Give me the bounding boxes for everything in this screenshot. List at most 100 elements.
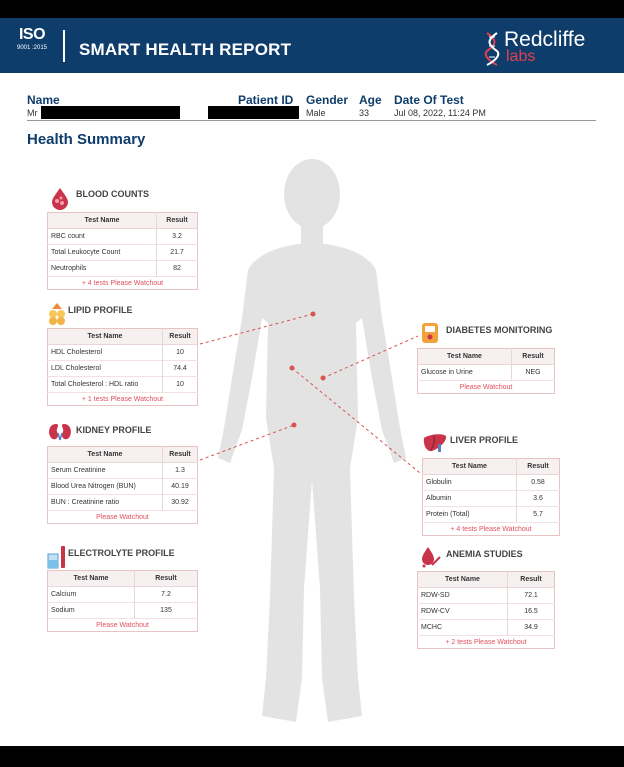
watchout-note: + 4 tests Please Watchout — [422, 522, 560, 536]
test-result: 7.2 — [134, 586, 198, 603]
table-row: Total Cholesterol : HDL ratio 10 — [47, 376, 198, 393]
col-result: Result — [511, 348, 555, 365]
table-row: LDL Cholesterol 74.4 — [47, 360, 198, 377]
liver-profile-title: LIVER PROFILE — [450, 435, 519, 445]
test-result: 10 — [162, 376, 198, 393]
anemia-studies-table: Test Name Result RDW-SD 72.1 RDW-CV 16.5 MC… — [417, 571, 555, 649]
brand-sub: labs — [506, 48, 536, 65]
redacted-patient-id — [208, 106, 299, 119]
gender-label: Gender — [306, 93, 349, 107]
test-result: 0.58 — [516, 474, 560, 491]
iso-logo-sub: 9001 :2015 — [16, 45, 48, 51]
test-result: 82 — [156, 260, 198, 277]
table-row: Neutrophils 82 — [47, 260, 198, 277]
header-divider — [63, 30, 65, 62]
blood-drop-icon — [52, 188, 68, 210]
test-result: NEG — [511, 364, 555, 381]
test-name: HDL Cholesterol — [47, 344, 163, 361]
test-name: Sodium — [47, 602, 135, 619]
liver-profile-table: Test Name Result Globulin 0.58 Albumin 3.6 … — [422, 458, 560, 536]
watchout-note: Please Watchout — [47, 510, 198, 524]
test-result: 3.2 — [156, 228, 198, 245]
watchout-note: + 1 tests Please Watchout — [47, 392, 198, 406]
test-result: 16.5 — [507, 603, 555, 620]
table-row: Protein (Total) 5.7 — [422, 506, 560, 523]
iso-logo: ISO 9001 :2015 — [14, 26, 50, 64]
kidney-icon — [49, 424, 71, 441]
kidney-profile-title: KIDNEY PROFILE — [76, 425, 152, 435]
lipid-icon — [49, 303, 65, 325]
col-test-name: Test Name — [47, 212, 157, 229]
test-name: Neutrophils — [47, 260, 157, 277]
test-name: LDL Cholesterol — [47, 360, 163, 377]
health-summary-title: Health Summary — [27, 131, 146, 148]
test-name: BUN : Creatinine ratio — [47, 494, 163, 511]
test-result: 10 — [162, 344, 198, 361]
brand-logo: Redcliffe labs — [484, 28, 604, 68]
test-result: 40.19 — [162, 478, 198, 495]
test-result: 1.3 — [162, 462, 198, 479]
table-row: Glucose in Urine NEG — [417, 364, 555, 381]
blood-counts-title: BLOOD COUNTS — [76, 189, 149, 199]
electrolyte-profile-table: Test Name Result Calcium 7.2 Sodium 135 Ple… — [47, 570, 198, 632]
table-row: Total Leukocyte Count 21.7 — [47, 244, 198, 261]
col-result: Result — [162, 446, 198, 463]
test-name: RBC count — [47, 228, 157, 245]
test-name: Total Leukocyte Count — [47, 244, 157, 261]
table-row: HDL Cholesterol 10 — [47, 344, 198, 361]
table-row: Sodium 135 — [47, 602, 198, 619]
name-label: Name — [27, 93, 60, 107]
table-row: RBC count 3.2 — [47, 228, 198, 245]
col-test-name: Test Name — [417, 571, 508, 588]
dna-icon — [484, 32, 500, 66]
age-value: 33 — [359, 108, 370, 118]
test-name: Calcium — [47, 586, 135, 603]
report-header: ISO 9001 :2015 SMART HEALTH REPORT Redcl… — [0, 18, 624, 73]
watchout-note: Please Watchout — [417, 380, 555, 394]
diabetes-monitoring-table: Test Name Result Glucose in Urine NEG Plea… — [417, 348, 555, 394]
electrolyte-profile-title: ELECTROLYTE PROFILE — [68, 548, 175, 558]
col-test-name: Test Name — [47, 328, 163, 345]
lipid-profile-table: Test Name Result HDL Cholesterol 10 LDL Ch… — [47, 328, 198, 406]
test-name: Globulin — [422, 474, 517, 491]
test-result: 135 — [134, 602, 198, 619]
test-name: MCHC — [417, 619, 508, 636]
col-result: Result — [134, 570, 198, 587]
test-name: Total Cholesterol : HDL ratio — [47, 376, 163, 393]
test-name: Glucose in Urine — [417, 364, 512, 381]
glucometer-icon — [422, 323, 438, 343]
col-result: Result — [162, 328, 198, 345]
date-value: Jul 08, 2022, 11:24 PM — [394, 108, 486, 118]
test-result: 21.7 — [156, 244, 198, 261]
redacted-name — [41, 106, 180, 119]
anemia-studies-title: ANEMIA STUDIES — [446, 549, 523, 559]
col-test-name: Test Name — [47, 570, 135, 587]
report-title: SMART HEALTH REPORT — [79, 40, 292, 59]
table-row: Globulin 0.58 — [422, 474, 560, 491]
test-name: RDW-SD — [417, 587, 508, 604]
kidney-profile-table: Test Name Result Serum Creatinine 1.3 Bloo… — [47, 446, 198, 524]
col-test-name: Test Name — [47, 446, 163, 463]
liver-icon — [423, 434, 447, 452]
table-row: BUN : Creatinine ratio 30.92 — [47, 494, 198, 511]
test-result: 3.6 — [516, 490, 560, 507]
patient-id-label: Patient ID — [238, 93, 294, 107]
table-row: Albumin 3.6 — [422, 490, 560, 507]
test-name: Protein (Total) — [422, 506, 517, 523]
name-value: Mr — [27, 108, 38, 118]
info-divider — [27, 120, 596, 121]
date-label: Date Of Test — [394, 93, 464, 107]
age-label: Age — [359, 93, 382, 107]
test-name: Albumin — [422, 490, 517, 507]
col-result: Result — [507, 571, 555, 588]
col-result: Result — [156, 212, 198, 229]
brand-name: Redcliffe — [504, 28, 586, 51]
test-name: RDW-CV — [417, 603, 508, 620]
test-result: 74.4 — [162, 360, 198, 377]
table-row: RDW-SD 72.1 — [417, 587, 555, 604]
electrolyte-icon — [47, 546, 65, 569]
watchout-note: Please Watchout — [47, 618, 198, 632]
test-result: 72.1 — [507, 587, 555, 604]
watchout-note: + 4 tests Please Watchout — [47, 276, 198, 290]
blood-counts-table: Test Name Result RBC count 3.2 Total Leuko… — [47, 212, 198, 290]
